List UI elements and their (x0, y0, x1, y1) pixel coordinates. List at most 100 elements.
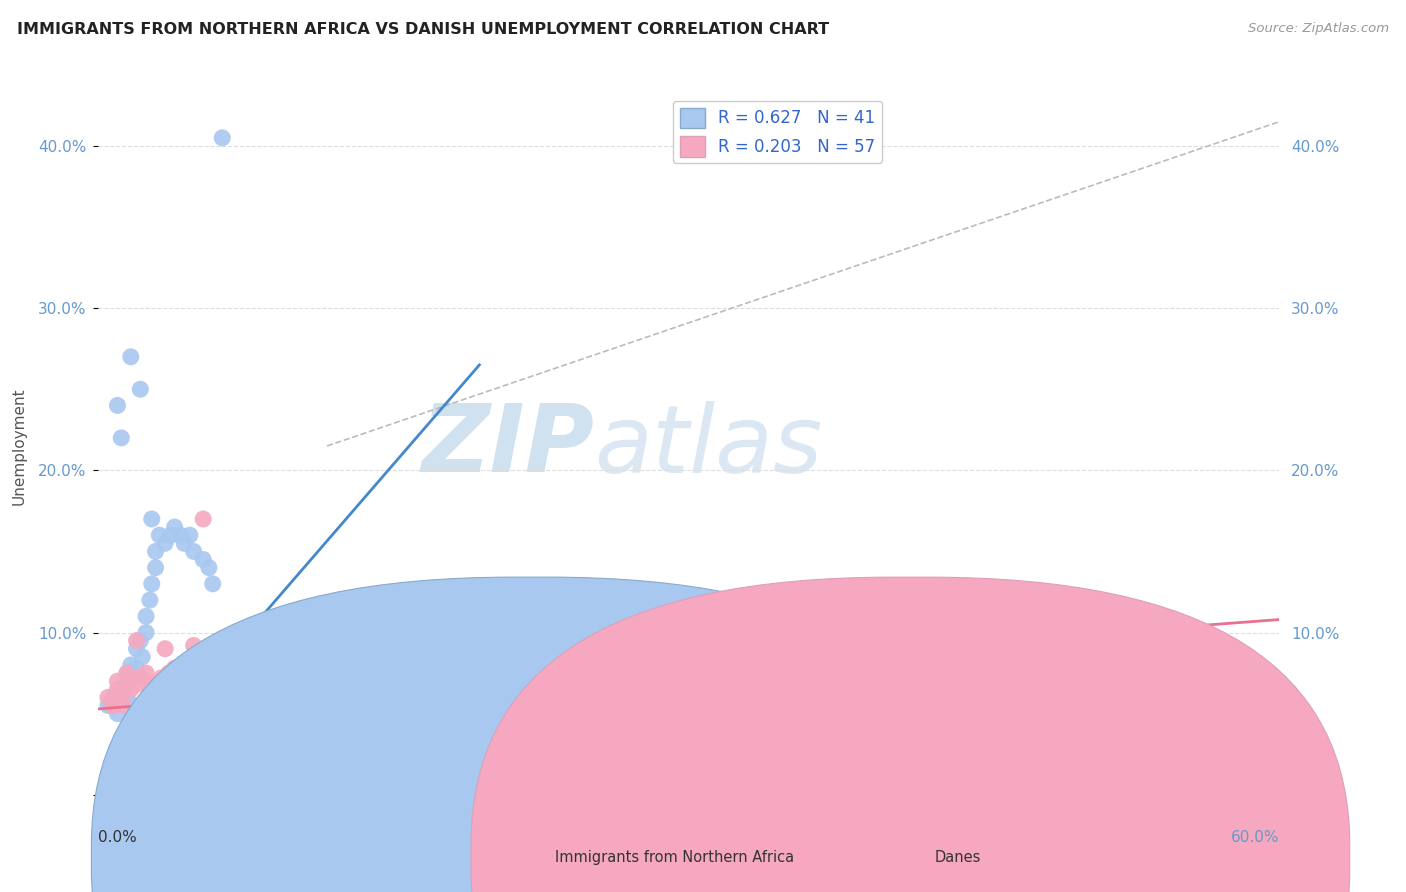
Point (183, 639, 205, 653)
Text: Danes: Danes (935, 850, 981, 864)
Point (107, 682, 129, 697)
Point (163, 520, 186, 534)
Text: 0.0%: 0.0% (98, 830, 138, 845)
Point (373, 661, 395, 675)
Point (121, 674, 143, 689)
Point (125, 661, 148, 675)
Point (141, 577, 163, 591)
Point (157, 666, 180, 681)
Point (297, 661, 319, 675)
Point (221, 726, 243, 740)
Point (129, 633, 152, 648)
Point (135, 625, 157, 640)
Point (131, 649, 153, 664)
Point (141, 512, 163, 526)
Point (173, 666, 195, 681)
Point (97, 690, 120, 705)
Point (183, 544, 205, 558)
Point (198, 560, 221, 574)
Point (150, 671, 173, 685)
Point (115, 690, 138, 705)
Point (354, 666, 377, 681)
Point (249, 666, 271, 681)
Point (120, 657, 142, 672)
Point (201, 577, 224, 591)
Point (231, 661, 253, 675)
Point (115, 666, 138, 681)
Text: ZIP: ZIP (422, 400, 595, 492)
Point (297, 641, 319, 656)
Point (112, 698, 135, 713)
Point (392, 649, 415, 664)
Point (135, 723, 157, 737)
Point (373, 682, 395, 697)
Point (125, 706, 148, 721)
Point (112, 693, 135, 707)
Point (135, 609, 157, 624)
Point (153, 641, 176, 656)
Point (110, 690, 132, 705)
Point (148, 528, 170, 542)
Point (125, 633, 148, 648)
Point (107, 706, 129, 721)
Point (120, 350, 142, 364)
Point (269, 666, 291, 681)
Point (125, 641, 148, 656)
Point (173, 536, 195, 550)
Point (163, 661, 186, 675)
Point (167, 671, 190, 685)
Point (115, 677, 138, 691)
Point (120, 682, 142, 697)
Point (363, 671, 385, 685)
Point (221, 645, 243, 659)
Point (193, 512, 215, 526)
Y-axis label: Unemployment: Unemployment (13, 387, 27, 505)
Point (110, 431, 132, 445)
Point (239, 671, 262, 685)
Point (153, 536, 176, 550)
Point (125, 677, 148, 691)
Text: 60.0%: 60.0% (1232, 830, 1279, 845)
Point (121, 698, 143, 713)
Point (103, 690, 125, 705)
Point (100, 698, 122, 713)
Point (135, 666, 157, 681)
Point (468, 655, 491, 669)
Point (121, 671, 143, 685)
Point (259, 639, 281, 653)
Point (145, 544, 167, 558)
Point (169, 528, 191, 542)
Text: Source: ZipAtlas.com: Source: ZipAtlas.com (1249, 22, 1389, 36)
Point (115, 677, 138, 691)
Point (193, 552, 215, 566)
Point (211, 131, 233, 145)
Point (488, 736, 510, 750)
Point (179, 528, 201, 542)
Point (344, 661, 367, 675)
Point (159, 528, 181, 542)
Point (139, 593, 162, 607)
Point (249, 639, 271, 653)
Point (110, 682, 132, 697)
Point (139, 682, 162, 697)
Point (153, 674, 176, 689)
Point (221, 657, 243, 672)
Point (129, 382, 152, 396)
Point (103, 693, 125, 707)
Point (335, 671, 357, 685)
Point (354, 645, 377, 659)
Point (259, 657, 281, 672)
Point (115, 666, 138, 681)
Point (316, 657, 339, 672)
Point (97, 698, 120, 713)
Point (107, 674, 129, 689)
Point (129, 671, 152, 685)
Point (107, 399, 129, 413)
Text: Immigrants from Northern Africa: Immigrants from Northern Africa (555, 850, 794, 864)
Point (145, 677, 167, 691)
Point (193, 661, 215, 675)
Point (103, 698, 125, 713)
Text: atlas: atlas (595, 401, 823, 491)
Point (145, 560, 167, 574)
Point (325, 661, 347, 675)
